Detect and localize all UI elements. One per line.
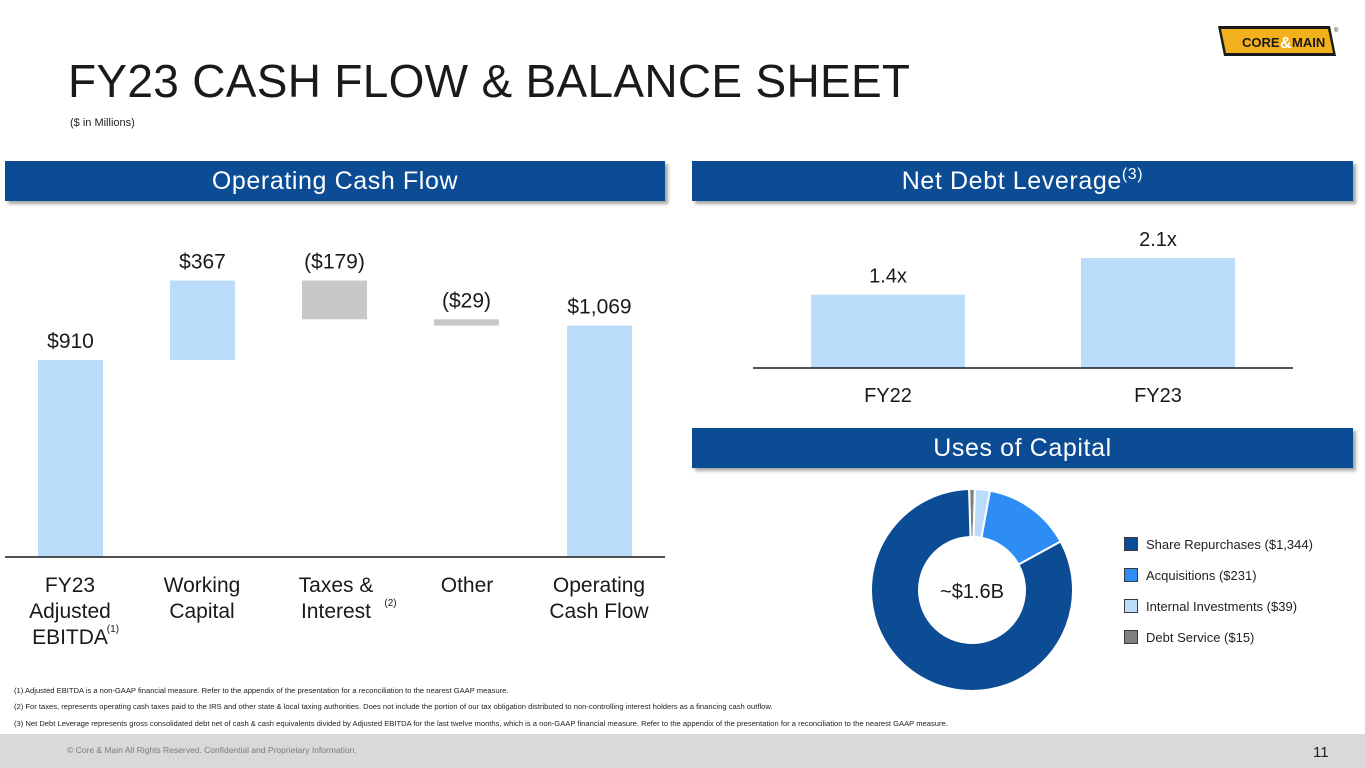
- operating-cash-flow-banner: Operating Cash Flow: [5, 161, 665, 201]
- waterfall-bar: [302, 280, 367, 320]
- waterfall-bar: [170, 280, 235, 360]
- waterfall-data-label: $910: [47, 330, 94, 353]
- legend-item: Share Repurchases ($1,344): [1124, 536, 1344, 552]
- leverage-data-label: 2.1x: [1139, 229, 1177, 251]
- units-subtitle: ($ in Millions): [70, 117, 135, 129]
- logo-text-core: CORE: [1242, 35, 1280, 50]
- uses-of-capital-donut: ~$1.6B: [870, 487, 1074, 692]
- waterfall-bar: [567, 325, 632, 557]
- legend-swatch: [1124, 630, 1138, 644]
- leverage-category-label: FY23: [1134, 385, 1182, 407]
- uses-of-capital-banner: Uses of Capital: [692, 428, 1353, 468]
- logo-fill: [1221, 29, 1333, 53]
- legend-swatch: [1124, 568, 1138, 582]
- donut-center-label: ~$1.6B: [940, 581, 1004, 603]
- legend-label: Debt Service ($15): [1146, 629, 1255, 645]
- footnote-3: (3) Net Debt Leverage represents gross c…: [14, 719, 948, 728]
- uses-of-capital-heading: Uses of Capital: [933, 433, 1112, 462]
- leverage-category-label: FY22: [864, 385, 912, 407]
- page-title: FY23 CASH FLOW & BALANCE SHEET: [68, 55, 911, 107]
- waterfall-bar: [434, 319, 499, 326]
- waterfall-footnote-ref: (2): [384, 598, 396, 609]
- logo-text-amp: &: [1280, 35, 1292, 52]
- net-debt-leverage-chart: 1.4x FY22 2.1x FY23: [753, 229, 1293, 407]
- waterfall-bar: [38, 360, 103, 557]
- leverage-bar: [811, 294, 965, 368]
- waterfall-data-label: $367: [179, 251, 226, 274]
- legend-label: Share Repurchases ($1,344): [1146, 536, 1313, 552]
- net-debt-leverage-banner: Net Debt Leverage (3): [692, 161, 1353, 201]
- operating-cash-flow-chart: $910 $367 ($179) ($29) $1,069 FY23 Adjusted EBI…: [5, 251, 665, 649]
- legend-item: Acquisitions ($231): [1124, 567, 1344, 583]
- core-and-main-logo: CORE & MAIN ®: [1218, 26, 1339, 56]
- footer-bar: © Core & Main All Rights Reserved. Confi…: [0, 734, 1365, 768]
- waterfall-category-label: Taxes & Interest: [299, 574, 374, 623]
- waterfall-data-label: ($29): [442, 289, 491, 312]
- waterfall-category-label: FY23 Adjusted EBITDA: [29, 574, 111, 649]
- operating-cash-flow-heading: Operating Cash Flow: [211, 166, 459, 195]
- footnote-2: (2) For taxes, represents operating cash…: [14, 702, 773, 711]
- legend-label: Internal Investments ($39): [1146, 598, 1298, 614]
- footnote-1: (1) Adjusted EBITDA is a non-GAAP financ…: [14, 686, 509, 695]
- leverage-data-label: 1.4x: [869, 266, 907, 288]
- legend-item: Debt Service ($15): [1124, 629, 1344, 645]
- logo-registered-mark: ®: [1334, 27, 1339, 34]
- waterfall-footnote-ref: (1): [107, 624, 119, 635]
- legend-swatch: [1124, 537, 1138, 551]
- waterfall-category-label: Other: [441, 574, 494, 597]
- leverage-bar: [1081, 258, 1235, 368]
- legend-label: Acquisitions ($231): [1146, 567, 1257, 583]
- legend-item: Internal Investments ($39): [1124, 598, 1344, 614]
- donut-slice: [870, 488, 1074, 692]
- waterfall-category-label: Working Capital: [164, 574, 241, 623]
- legend-swatch: [1124, 599, 1138, 613]
- logo-text-main: MAIN: [1292, 35, 1325, 50]
- page-number: 11: [1313, 744, 1329, 761]
- waterfall-category-label: Operating Cash Flow: [549, 574, 649, 623]
- waterfall-data-label: $1,069: [567, 296, 631, 319]
- copyright-text: © Core & Main All Rights Reserved. Confi…: [67, 745, 357, 755]
- waterfall-data-label: ($179): [304, 251, 365, 274]
- net-debt-leverage-footnote-ref: (3): [1121, 166, 1144, 183]
- net-debt-leverage-heading: Net Debt Leverage: [901, 166, 1122, 195]
